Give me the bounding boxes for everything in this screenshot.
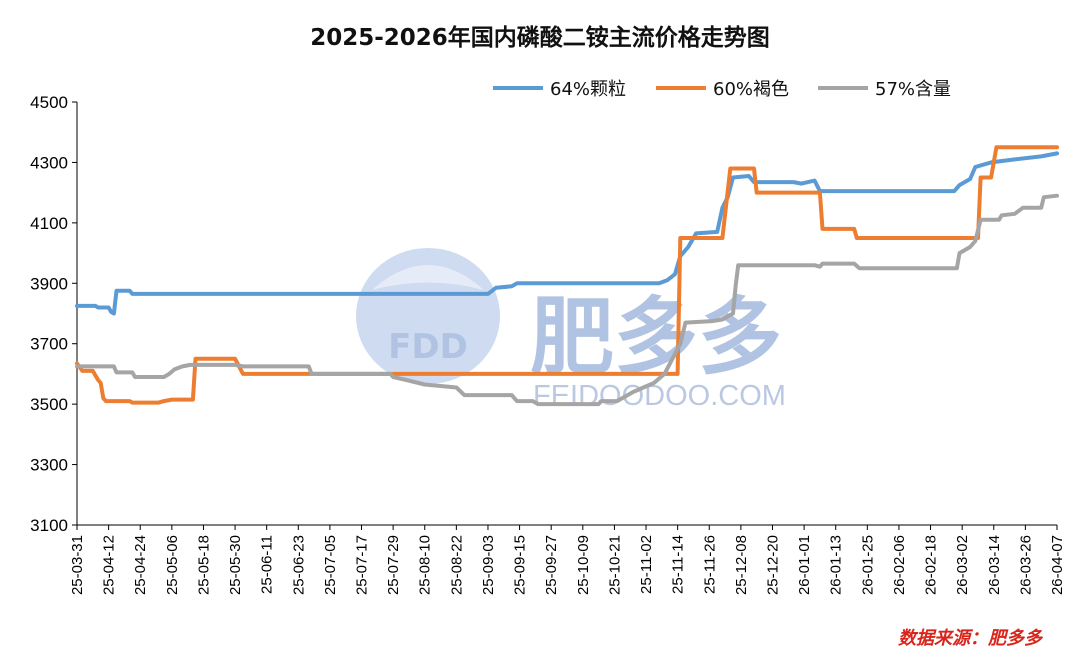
x-tick-label: 26-03-14 <box>986 535 1003 595</box>
x-tick-label: 25-09-03 <box>480 535 497 595</box>
x-tick-label: 26-01-13 <box>828 535 845 595</box>
x-tick-label: 25-10-09 <box>575 535 592 595</box>
series-line-57%含量 <box>75 193 1059 407</box>
x-tick-label: 25-04-24 <box>132 535 149 595</box>
x-tick-label: 25-09-15 <box>512 535 529 595</box>
x-tick-label: 25-07-17 <box>354 535 371 595</box>
x-tick-label: 25-03-31 <box>69 535 86 595</box>
x-tick-label: 25-12-20 <box>764 535 781 595</box>
y-tick-label: 3500 <box>30 395 68 414</box>
x-tick-label: 26-02-18 <box>923 535 940 595</box>
x-tick-label: 26-01-01 <box>796 535 813 595</box>
x-tick-label: 25-06-11 <box>259 535 276 594</box>
y-tick-label: 4300 <box>30 153 68 172</box>
x-tick-label: 26-03-02 <box>954 535 971 595</box>
x-tick-label: 25-08-10 <box>417 535 434 595</box>
watermark-logo-text: FDD <box>388 327 468 367</box>
x-tick-label: 26-03-26 <box>1017 535 1034 595</box>
x-tick-label: 26-01-25 <box>859 535 876 595</box>
x-tick-label: 25-11-14 <box>670 535 687 594</box>
y-tick-label: 3900 <box>30 274 68 293</box>
legend-label: 60%褐色 <box>713 79 789 100</box>
legend-label: 57%含量 <box>875 79 951 100</box>
series-line-60%褐色 <box>75 145 1059 405</box>
x-tick-label: 25-07-05 <box>322 535 339 595</box>
series-line-64%颗粒 <box>75 151 1059 316</box>
watermark-brand-text: 肥多多 <box>530 288 782 386</box>
y-tick-label: 4100 <box>30 214 68 233</box>
y-tick-label: 4500 <box>30 93 68 112</box>
watermark-site-text: FEIDOODOO.COM <box>533 380 786 412</box>
legend-label: 64%颗粒 <box>550 79 626 100</box>
x-tick-label: 25-06-23 <box>290 535 307 595</box>
x-axis-ticks: 25-03-31 25-04-12 25-04-24 25-05-06 25-05-18… <box>69 525 1066 595</box>
x-tick-label: 25-05-30 <box>227 535 244 595</box>
x-tick-label: 26-02-06 <box>891 535 908 595</box>
y-tick-label: 3300 <box>30 456 68 475</box>
x-tick-label: 25-04-12 <box>101 535 118 595</box>
source-note: 数据来源：肥多多 <box>898 628 1044 649</box>
y-axis-ticks: 3100 3300 3500 3700 3900 4100 4300 4500 <box>30 93 77 535</box>
chart-title: 2025-2026年国内磷酸二铵主流价格走势图 <box>310 24 770 51</box>
x-tick-label: 25-10-21 <box>606 535 623 595</box>
x-tick-label: 26-04-07 <box>1049 535 1066 595</box>
watermark-logo-swoosh <box>372 265 484 290</box>
x-tick-label: 25-05-18 <box>195 535 212 595</box>
x-tick-label: 25-05-06 <box>164 535 181 595</box>
x-tick-label: 25-07-29 <box>385 535 402 595</box>
y-tick-label: 3700 <box>30 335 68 354</box>
y-tick-label: 3100 <box>30 516 68 535</box>
x-tick-label: 25-11-02 <box>638 535 655 594</box>
x-tick-label: 25-09-27 <box>543 535 560 595</box>
x-tick-label: 25-08-22 <box>448 535 465 595</box>
watermark: FDD 肥多多 FEIDOODOO.COM <box>356 248 786 412</box>
x-tick-label: 25-12-08 <box>733 535 750 595</box>
x-tick-label: 25-11-26 <box>701 535 718 594</box>
series-lines <box>75 145 1059 407</box>
legend: 64%颗粒 60%褐色 57%含量 <box>493 79 951 100</box>
